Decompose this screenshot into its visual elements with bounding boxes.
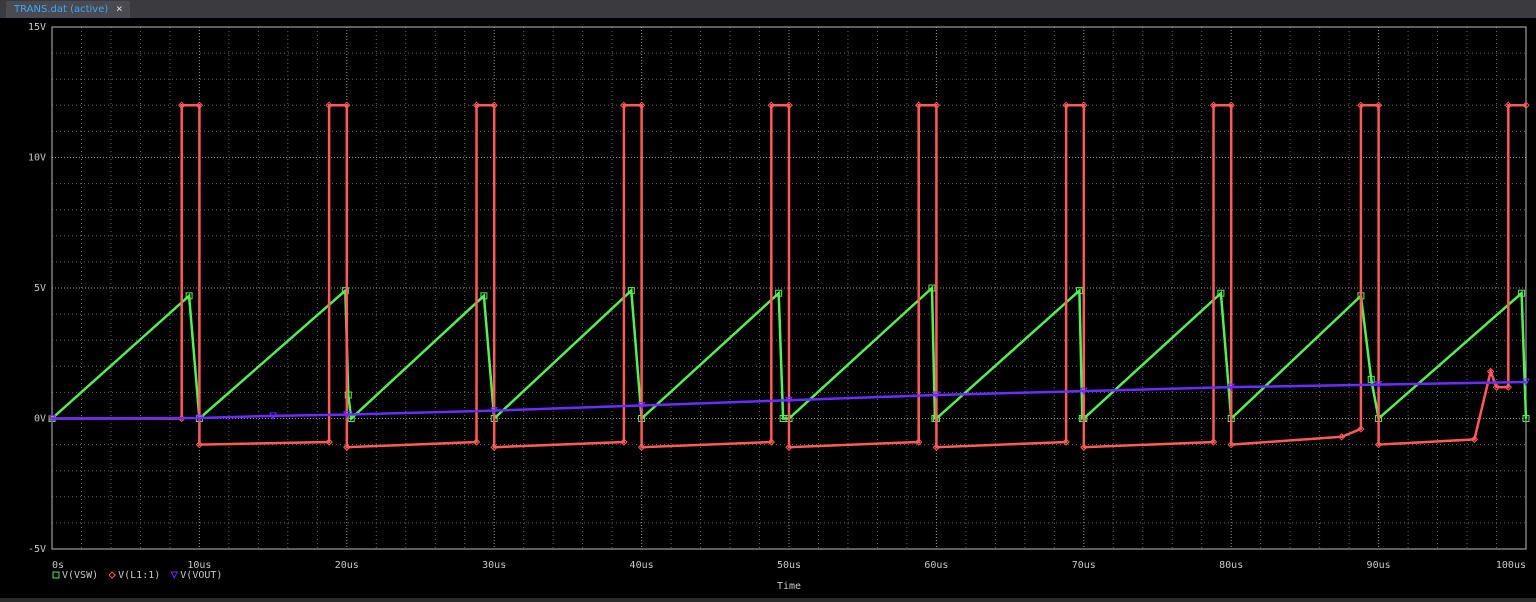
data-marker (1522, 101, 1530, 110)
data-marker (195, 101, 204, 110)
data-marker (1518, 289, 1526, 297)
data-marker (1062, 101, 1070, 110)
tab-title[interactable]: TRANS.dat (active) (13, 4, 108, 15)
data-marker (195, 440, 204, 449)
data-marker (1504, 101, 1513, 110)
plot-frame (51, 26, 1527, 550)
x-axis-label: Time (777, 581, 801, 592)
data-marker (620, 101, 628, 110)
legend-marker (170, 571, 179, 580)
data-marker (785, 101, 793, 110)
data-marker (344, 391, 352, 399)
data-marker (48, 415, 56, 423)
data-marker (269, 412, 277, 421)
data-marker (343, 443, 351, 451)
data-marker (1338, 433, 1346, 441)
data-marker (472, 438, 481, 446)
data-marker (1522, 378, 1530, 387)
series-line (51, 380, 1527, 420)
data-marker (932, 101, 941, 110)
data-marker (1080, 443, 1088, 451)
data-marker (1217, 289, 1225, 297)
data-marker (490, 443, 498, 451)
y-tick-label: 0V (34, 414, 46, 425)
data-marker (1504, 383, 1513, 391)
data-marker (325, 101, 333, 110)
data-marker (1357, 101, 1365, 110)
data-marker (1357, 425, 1365, 433)
data-marker (1374, 381, 1383, 389)
data-marker (915, 101, 923, 110)
y-tick-label: 10V (28, 153, 46, 164)
x-tick-label: 0s (52, 560, 64, 571)
x-tick-label: 10us (187, 560, 211, 571)
legend-marker (52, 571, 60, 579)
data-marker (1470, 435, 1479, 444)
data-marker (637, 443, 646, 451)
data-marker (1227, 101, 1235, 110)
data-marker (1062, 438, 1070, 446)
data-marker (785, 396, 793, 405)
y-tick-label: 5V (34, 283, 46, 294)
data-marker (1367, 375, 1375, 383)
y-tick-label: 15V (28, 22, 46, 33)
data-marker (1075, 287, 1083, 295)
data-marker (1374, 101, 1383, 110)
data-marker (185, 292, 193, 300)
data-marker (767, 101, 776, 110)
data-marker (637, 101, 646, 110)
data-marker (932, 391, 941, 400)
x-tick-label: 40us (630, 560, 654, 571)
x-tick-label: 70us (1072, 560, 1096, 571)
x-tick-label: 80us (1219, 560, 1243, 571)
data-marker (195, 414, 204, 423)
data-marker (1209, 101, 1218, 110)
legend-label: V(L1:1) (118, 570, 160, 581)
x-tick-label: 100us (1496, 560, 1526, 571)
tab-close[interactable]: × (116, 2, 123, 15)
data-marker (932, 443, 941, 451)
data-marker (1522, 415, 1530, 422)
x-tick-label: 20us (335, 560, 359, 571)
data-marker (1227, 440, 1235, 449)
data-marker (928, 284, 936, 292)
data-marker (775, 289, 783, 297)
data-marker (490, 101, 498, 110)
data-marker (1227, 383, 1236, 392)
series-line (51, 285, 1528, 422)
data-marker (1486, 367, 1495, 376)
data-marker (490, 407, 499, 415)
data-marker (915, 438, 923, 446)
data-marker (767, 438, 776, 446)
data-marker (620, 438, 628, 446)
data-marker (343, 101, 351, 110)
data-marker (341, 287, 349, 295)
x-tick-label: 30us (482, 560, 506, 571)
data-marker (325, 438, 333, 446)
legend-marker (108, 571, 116, 579)
x-tick-label: 60us (924, 560, 948, 571)
data-marker (342, 411, 351, 419)
y-tick-label: -5V (28, 544, 46, 555)
data-marker (627, 287, 635, 295)
x-tick-label: 90us (1367, 560, 1391, 571)
plot-window (0, 18, 1536, 598)
data-marker (178, 101, 186, 110)
data-marker (480, 292, 488, 300)
data-marker (1079, 387, 1088, 396)
tab-bar (0, 0, 1536, 18)
data-marker (1374, 440, 1383, 449)
data-marker (472, 101, 481, 110)
data-marker (1209, 438, 1218, 446)
legend-label: V(VOUT) (180, 570, 222, 581)
tab[interactable] (6, 1, 130, 18)
data-marker (637, 401, 646, 410)
data-marker (1492, 383, 1501, 391)
data-marker (1080, 101, 1088, 110)
x-tick-label: 50us (777, 560, 801, 571)
legend-label: V(VSW) (62, 570, 98, 581)
data-marker (785, 443, 793, 451)
